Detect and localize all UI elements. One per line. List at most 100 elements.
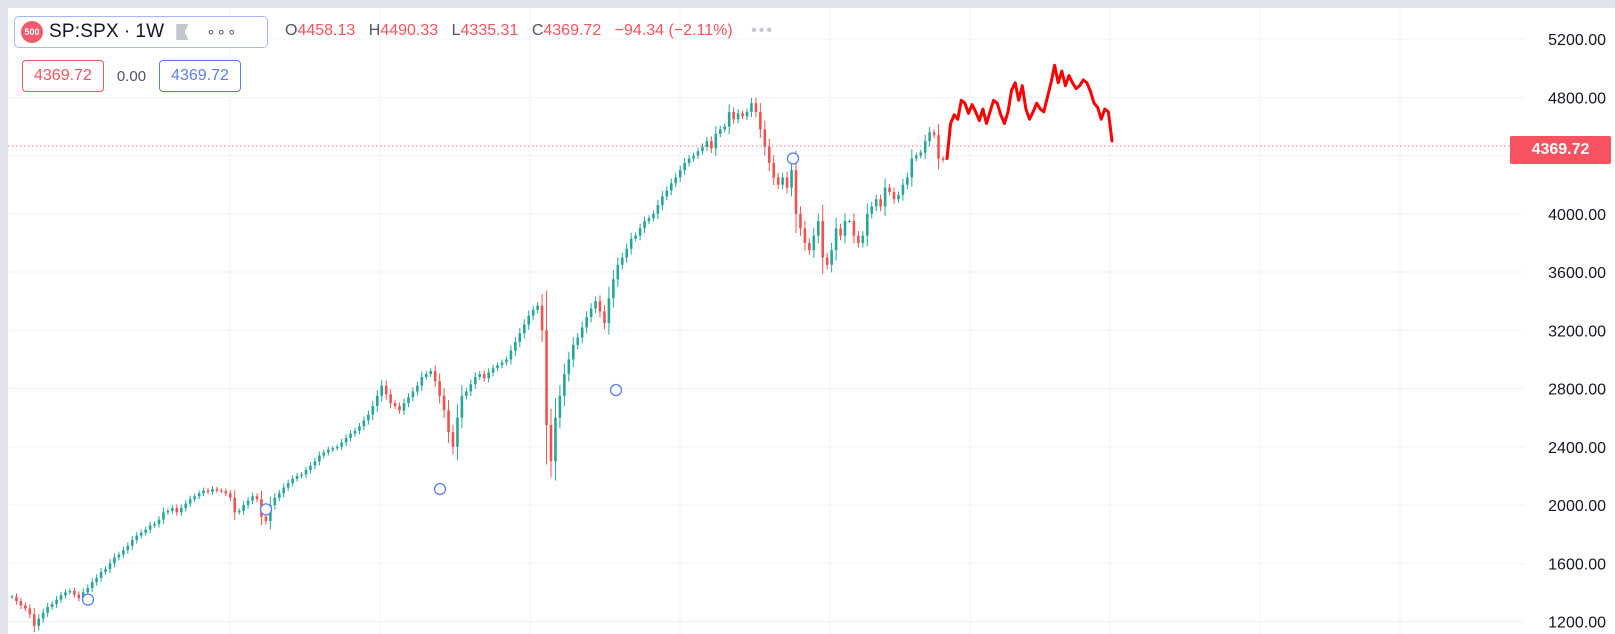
low-value: 4335.31 [460,22,519,39]
candle-body [126,545,130,551]
candle-body [326,449,330,453]
candle-body [148,525,152,530]
candle-body [941,158,945,160]
candle-body [139,532,143,536]
candle-body [367,414,370,421]
y-tick-label: 1200.00 [1548,615,1606,632]
candle-body [531,309,535,316]
candle-body [362,420,366,427]
legend-more-icon[interactable]: ••• [751,22,774,39]
candle-body [705,141,709,147]
candle-body [353,430,357,434]
candle-body [117,554,121,558]
candle-body [130,539,134,546]
candle-body [420,376,424,386]
candle-body [81,592,85,599]
candle-body [794,170,798,214]
candle-body [897,194,900,200]
symbol-name[interactable]: SP:SPX [49,21,119,42]
candle-body [603,311,606,324]
candle-body [407,397,410,404]
candle-body [402,403,406,411]
candle-body [90,582,94,589]
candle-body [19,601,23,606]
more-options-icon[interactable]: ∘∘∘ [206,24,238,41]
flag-icon[interactable] [176,24,189,40]
candle-body [549,424,553,462]
candle-body [197,493,201,497]
symbol-legend[interactable]: 500 SP:SPX · 1W ∘∘∘ [14,16,268,48]
y-tick-label: 4800.00 [1548,90,1606,107]
candle-body [718,129,722,134]
candle-body [202,490,205,494]
candle-body [375,395,379,407]
candle-body [732,111,735,120]
candle-body [616,264,620,280]
candle-body [220,490,223,492]
candle-body [790,170,793,188]
y-tick-label: 2000.00 [1548,498,1606,515]
candle-body [491,368,495,373]
candle-body [607,298,611,324]
candle-body [799,213,802,229]
candle-body [211,489,214,492]
candle-body [928,132,931,142]
candle-body [514,341,517,351]
candle-body [505,359,508,363]
candle-body [558,395,562,418]
candle-body [598,301,602,312]
candle-body [647,218,651,222]
candle-body [923,141,927,153]
candle-body [246,500,250,506]
candle-body [113,557,116,564]
candle-body [696,151,700,156]
close-key: C [531,22,544,39]
candle-body [77,594,81,599]
interval-label[interactable]: 1W [135,21,165,42]
candle-body [723,126,727,130]
candle-body [318,455,321,462]
candle-body [171,507,174,511]
candle-body [674,177,678,184]
hand-drawing [945,63,1114,160]
candle-body [576,337,580,345]
candle-body [50,604,54,607]
candle-body [861,235,865,243]
candle-body [10,596,14,598]
high-key: H [368,22,381,39]
candle-body [874,199,878,207]
candle-body [843,221,847,236]
candle-body [620,257,624,265]
candle-body [442,395,446,411]
symbol-separator: · [123,21,131,42]
candle-body [398,406,401,411]
candle-body [295,475,299,479]
candle-body [166,510,170,513]
current-price-label: 4369.72 [1510,136,1611,164]
y-tick-label: 5200.00 [1548,32,1606,49]
candle-body [678,170,682,178]
candle-body [73,590,76,595]
y-tick-label: 1600.00 [1548,556,1606,573]
candle-body [473,376,477,385]
candle-body [358,426,361,431]
candle-body [767,146,771,163]
candle-body [585,317,588,328]
sell-price-box[interactable]: 4369.72 [22,60,104,92]
candle-body [122,550,125,555]
candle-body [745,111,749,117]
candle-body [634,235,637,239]
candle-body [883,187,887,207]
candle-body [309,465,312,471]
candle-body [661,196,664,206]
candle-body [736,113,740,120]
candle-body [763,129,767,147]
candle-body [438,381,441,396]
candle-body [652,213,655,219]
candle-body [224,491,228,494]
candle-body [741,113,744,117]
event-marker-icon [259,503,273,516]
buy-price-box[interactable]: 4369.72 [159,60,241,92]
candle-body [701,146,704,152]
